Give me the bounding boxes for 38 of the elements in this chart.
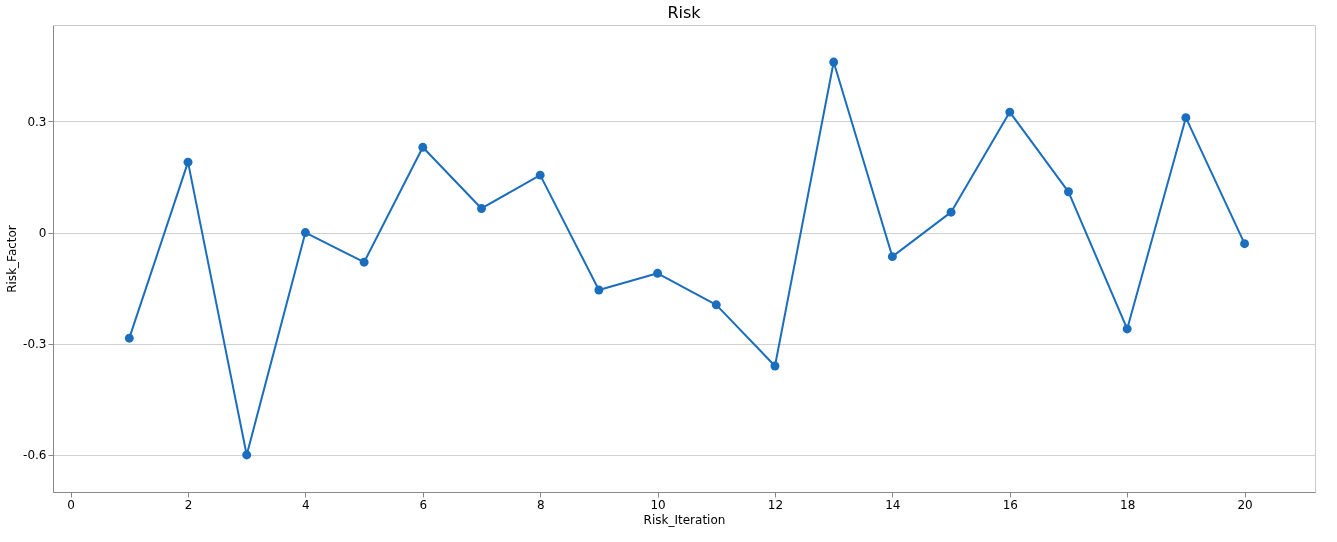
point — [594, 285, 604, 295]
point — [1240, 239, 1250, 249]
point — [770, 361, 780, 371]
y-axis-title: Risk_Factor — [5, 225, 20, 293]
y-tick-label: 0.3 — [27, 114, 47, 129]
point — [829, 57, 839, 67]
point — [1181, 113, 1191, 123]
point — [300, 228, 310, 238]
point — [1064, 187, 1073, 197]
point — [124, 333, 134, 343]
x-tick-label: 6 — [419, 497, 428, 512]
x-tick-label: 4 — [302, 497, 310, 512]
point — [1005, 107, 1015, 117]
x-tick-label: 2 — [184, 497, 193, 512]
x-tick-label: 16 — [1002, 497, 1018, 512]
point — [711, 300, 721, 310]
point — [887, 252, 897, 262]
x-tick-label: 10 — [650, 497, 666, 512]
chart-title: Risk — [667, 3, 702, 22]
x-tick-label: 20 — [1237, 497, 1253, 512]
x-tick-label: 0 — [67, 497, 75, 512]
point — [653, 268, 663, 278]
point — [946, 207, 956, 217]
x-tick-label: 12 — [767, 497, 784, 512]
point — [1122, 324, 1132, 334]
point — [359, 257, 369, 267]
point — [418, 142, 428, 152]
point — [242, 450, 252, 460]
x-tick-label: 14 — [885, 497, 901, 512]
y-tick-label: 0 — [38, 226, 47, 241]
x-axis-title: Risk_Iteration — [643, 512, 726, 527]
x-tick-label: 18 — [1120, 497, 1136, 512]
y-tick-label: -0.3 — [23, 337, 47, 352]
point — [477, 204, 486, 213]
y-tick-label: -0.6 — [23, 448, 47, 463]
point — [183, 157, 193, 167]
point — [535, 170, 545, 180]
x-tick-label: 8 — [536, 497, 545, 512]
